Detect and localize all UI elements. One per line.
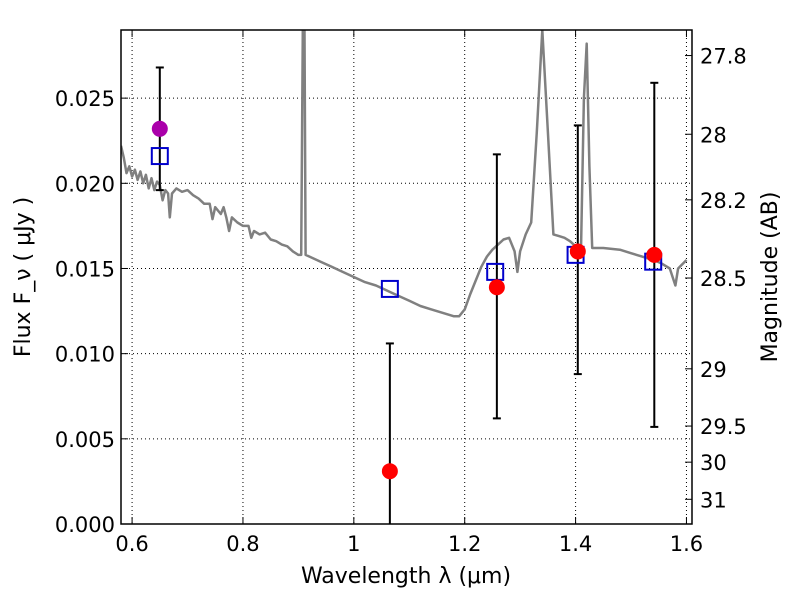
plot-frame <box>120 29 693 525</box>
x-tick-label: 0.6 <box>115 532 148 556</box>
model-photometry-square <box>380 279 399 298</box>
y2-axis-label: Magnitude (AB) <box>758 192 783 363</box>
y-tick-label: 0.020 <box>55 172 115 196</box>
y-tick-label: 0.015 <box>55 257 115 281</box>
y-tick-label: 0.005 <box>55 428 115 452</box>
y-axis-label: Flux F_ν ( μJy ) <box>11 197 36 357</box>
grid-layer <box>121 30 692 525</box>
observed-flux-point <box>646 246 663 263</box>
x-tick-label: 0.8 <box>226 532 259 556</box>
y-tick-label: 0.000 <box>55 513 115 537</box>
observed-flux-point <box>488 279 505 296</box>
x-tick-label: 1.2 <box>448 532 481 556</box>
y-tick-label: 0.025 <box>55 87 115 111</box>
points-layer <box>150 66 663 524</box>
model-spectrum-line <box>121 30 688 318</box>
x-tick-label: 1.6 <box>670 532 703 556</box>
axes-layer: 0.6 0.8 1 1.2 1.4 1.6 0.000 0.005 0.010 0.015 0.02… <box>55 29 747 556</box>
x-axis-label: Wavelength λ (μm) <box>301 564 511 589</box>
y-tick-label: 0.010 <box>55 343 115 367</box>
y2-tick-label: 29 <box>700 358 727 382</box>
model-photometry-square <box>150 147 169 166</box>
y2-tick-label: 27.8 <box>700 45 747 69</box>
y2-tick-label: 31 <box>700 488 727 512</box>
observed-flux-point <box>151 120 168 137</box>
labels-layer: Wavelength λ (μm) Flux F_ν ( μJy ) Magni… <box>11 192 783 589</box>
x-tick-label: 1 <box>347 532 360 556</box>
y2-tick-label: 29.5 <box>700 415 747 439</box>
model-photometry-square <box>486 262 505 281</box>
y2-tick-label: 30 <box>700 451 727 475</box>
y2-tick-label: 28 <box>700 123 727 147</box>
y2-tick-label: 28.5 <box>700 267 747 291</box>
observed-flux-point <box>569 243 586 260</box>
spectrum-layer <box>121 30 688 318</box>
x-tick-label: 1.4 <box>559 532 592 556</box>
y2-tick-label: 28.2 <box>700 189 747 213</box>
observed-flux-point <box>381 463 398 480</box>
